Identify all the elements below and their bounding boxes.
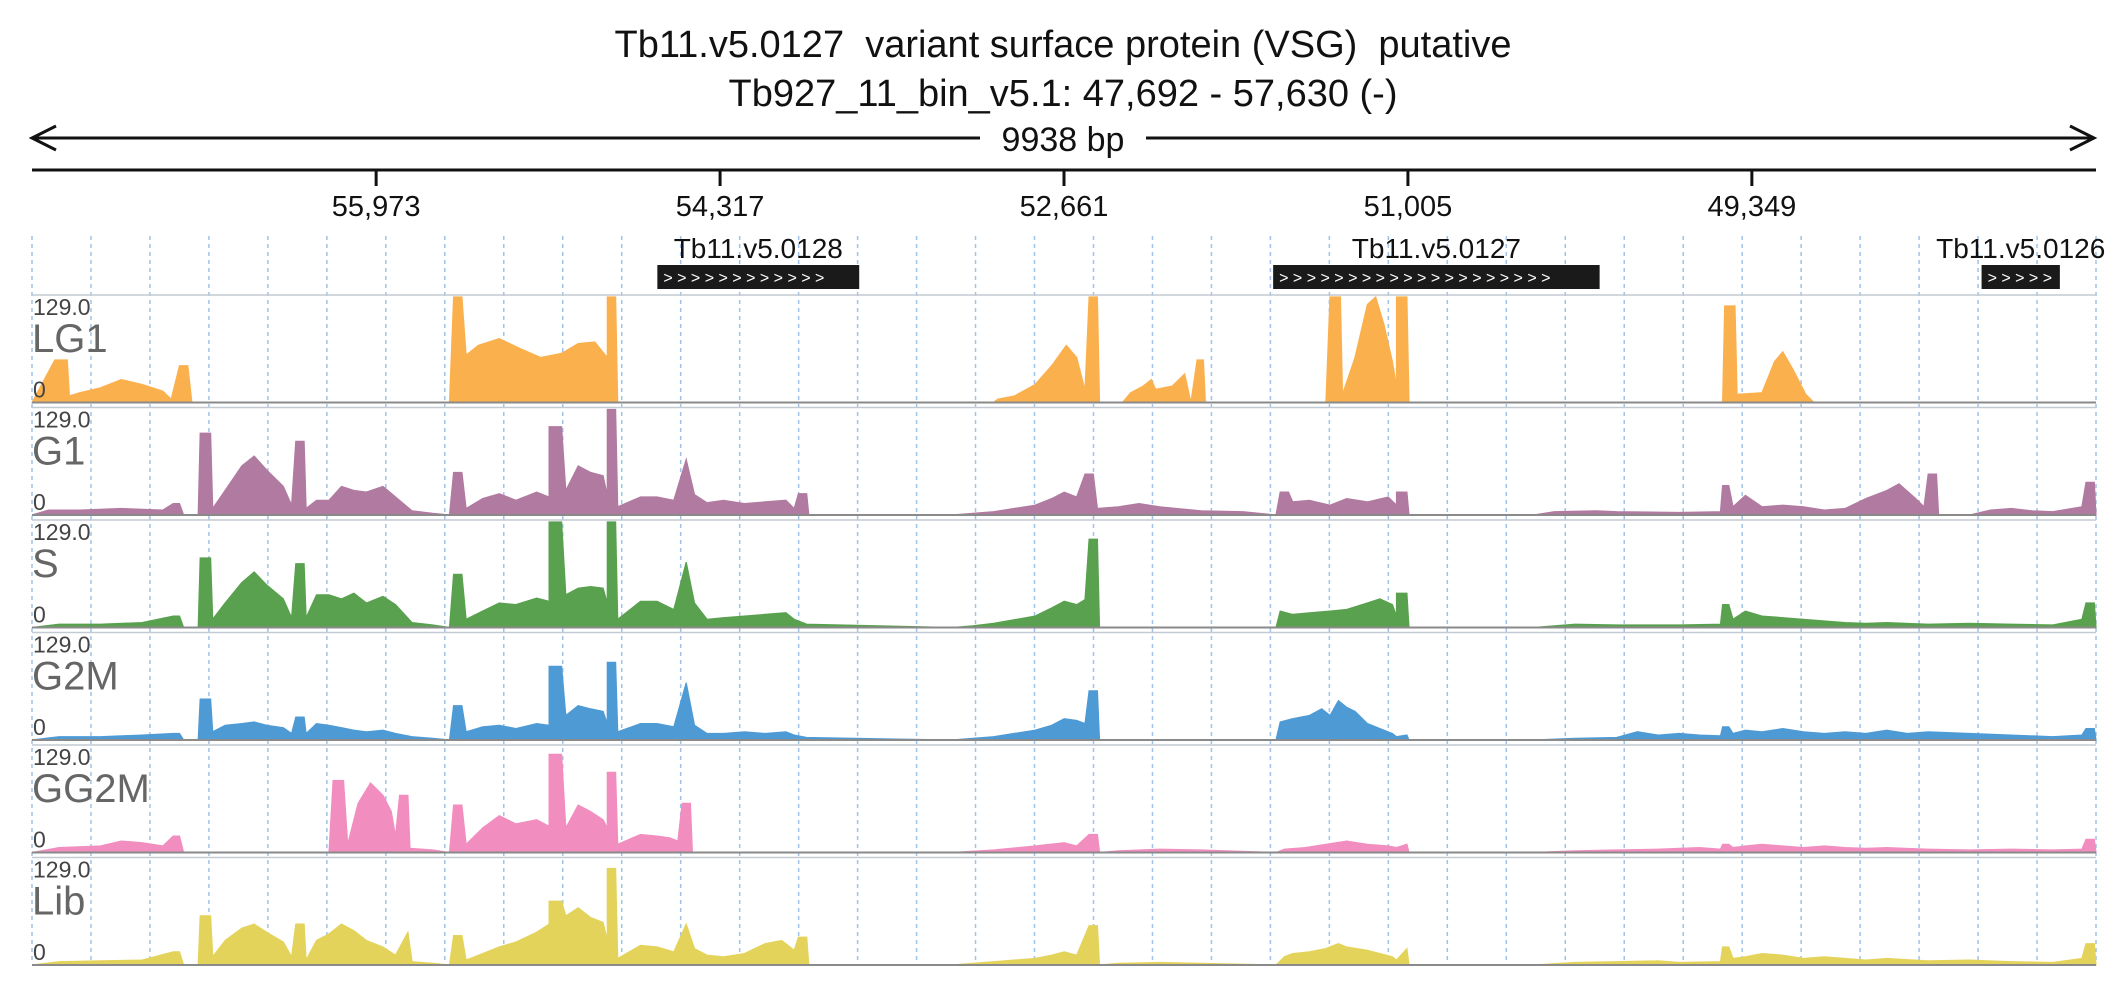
gene-track: Tb11.v5.0128 > > > > > > > > > > > > Tb11.… <box>657 233 2105 289</box>
y-min-label: 0 <box>33 377 46 403</box>
span-label: 9938 bp <box>1002 121 1125 159</box>
span-arrow: 9938 bp <box>28 121 2098 159</box>
tick-label-3: 51,005 <box>1364 191 1453 223</box>
coverage-area <box>31 661 2097 741</box>
coordinate-ticks: 55,973 54,317 52,661 51,005 49,349 <box>332 170 1796 223</box>
y-max-label: 129.0 <box>33 294 91 320</box>
track-g1: 129.0 0 G1 <box>31 407 2097 516</box>
track-name: LG1 <box>32 317 108 361</box>
tick-label-2: 52,661 <box>1020 191 1109 223</box>
track-name: G2M <box>32 655 119 699</box>
gene-label-2: Tb11.v5.0126 <box>1936 233 2105 264</box>
y-min-label: 0 <box>33 827 46 853</box>
track-lib: 129.0 0 Lib <box>31 857 2097 966</box>
y-min-label: 0 <box>33 602 46 628</box>
gene-strand-1: > > > > > > > > > > > > > > > > > > > > <box>1279 270 1550 287</box>
figure-subtitle: Tb927_11_bin_v5.1: 47,692 - 57,630 (-) <box>729 73 1398 115</box>
coverage-area <box>31 753 2097 854</box>
coverage-area <box>30 295 1816 404</box>
figure-title: Tb11.v5.0127 variant surface protein (VS… <box>615 24 1512 66</box>
y-max-label: 129.0 <box>33 857 91 883</box>
track-gg2m: 129.0 0 GG2M <box>31 744 2097 854</box>
coverage-area <box>31 408 2097 516</box>
y-max-label: 129.0 <box>33 407 91 433</box>
track-g2m: 129.0 0 G2M <box>31 632 2097 741</box>
y-max-label: 129.0 <box>33 632 91 658</box>
span-arrowhead-left <box>28 124 57 152</box>
track-name: G1 <box>32 430 85 474</box>
y-max-label: 129.0 <box>33 744 91 770</box>
coverage-area <box>31 867 2097 966</box>
gene-label-0: Tb11.v5.0128 <box>674 233 843 264</box>
span-arrowhead-right <box>2069 124 2098 152</box>
y-min-label: 0 <box>33 939 46 965</box>
coverage-area <box>31 521 2097 629</box>
track-lg1: 129.0 0 LG1 <box>30 294 2096 404</box>
tick-label-1: 54,317 <box>676 191 765 223</box>
track-name: GG2M <box>32 767 150 811</box>
y-max-label: 129.0 <box>33 519 91 545</box>
track-s: 129.0 0 S <box>31 519 2097 629</box>
y-min-label: 0 <box>33 714 46 740</box>
gene-strand-0: > > > > > > > > > > > > <box>663 270 824 287</box>
tick-label-4: 49,349 <box>1708 191 1797 223</box>
gene-feature-0 <box>657 265 860 289</box>
gene-feature-2 <box>1981 265 2060 289</box>
tick-label-0: 55,973 <box>332 191 421 223</box>
gene-label-1: Tb11.v5.0127 <box>1352 233 1521 264</box>
gene-feature-1 <box>1273 265 1600 289</box>
coverage-tracks: 129.00LG1129.00G1129.00S129.00G2M129.00G… <box>30 294 2097 966</box>
track-name: Lib <box>32 880 85 924</box>
y-min-label: 0 <box>33 489 46 515</box>
track-name: S <box>32 542 59 586</box>
gene-strand-2: > > > > > <box>1988 270 2052 287</box>
